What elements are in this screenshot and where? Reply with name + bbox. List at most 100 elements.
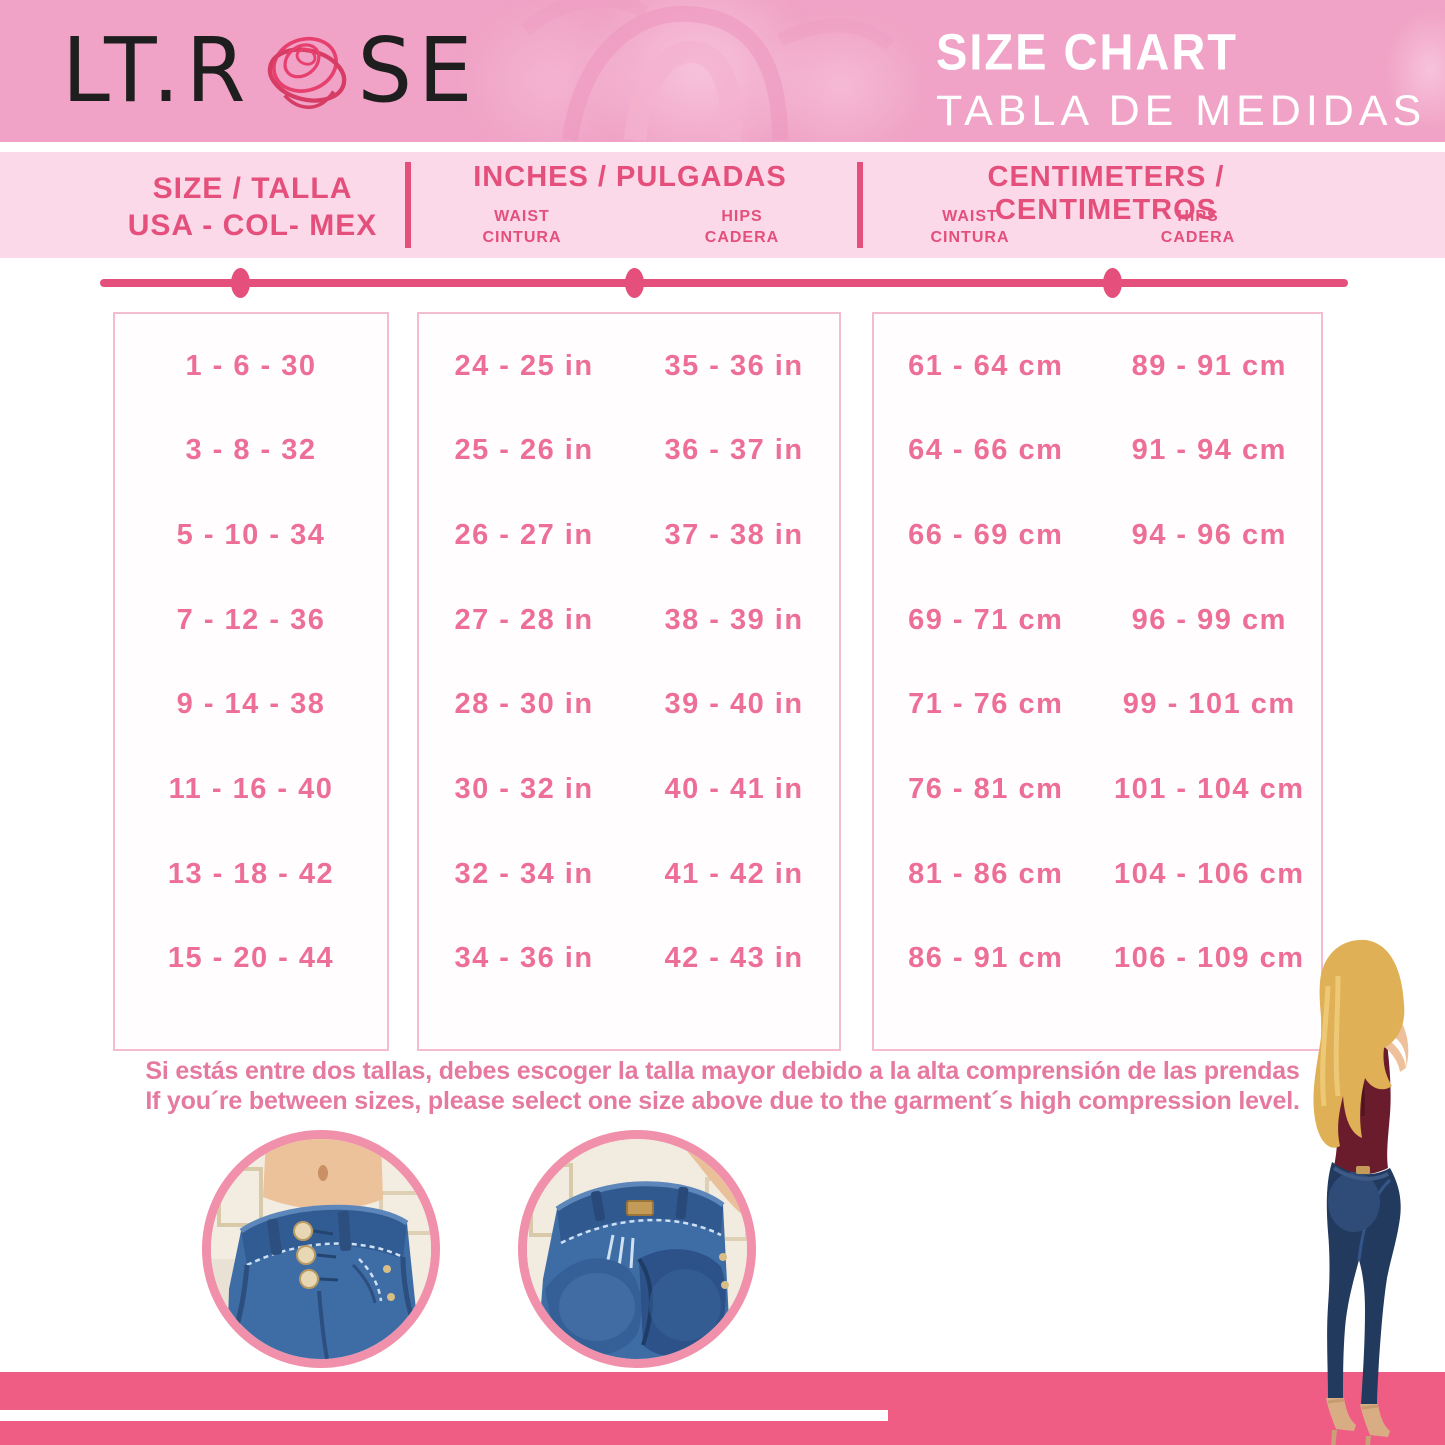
table-row: 69 - 71 cm 96 - 99 cm (874, 578, 1321, 663)
hips-cm-cell: 106 - 109 cm (1113, 942, 1305, 975)
table-row: 76 - 81 cm 101 - 104 cm (874, 747, 1321, 832)
table-row: 25 - 26 in 36 - 37 in (419, 409, 839, 494)
size-table-box-sizes: 1 - 6 - 30 3 - 8 - 32 5 - 10 - 34 7 - 12… (113, 312, 389, 1051)
waist-label-es: CINTURA (482, 229, 562, 246)
size-header-line1: SIZE / TALLA (152, 172, 353, 205)
note-text-en: If you´re between sizes, please select o… (145, 1087, 1300, 1115)
jeans-front-circle-image (202, 1130, 440, 1368)
table-row: 61 - 64 cm 89 - 91 cm (874, 324, 1321, 409)
waist-cm-cell: 76 - 81 cm (908, 772, 1064, 805)
table-row: 7 - 12 - 36 (115, 578, 387, 663)
hips-cm-cell: 99 - 101 cm (1122, 688, 1296, 721)
table-row: 28 - 30 in 39 - 40 in (419, 663, 839, 748)
waist-cm-cell: 69 - 71 cm (908, 603, 1064, 636)
hips-label-en: HIPS (721, 208, 763, 225)
hips-in-cell: 36 - 37 in (664, 434, 804, 467)
hips-subheader-cm: HIPS CADERA (1123, 206, 1273, 248)
rose-icon (267, 36, 346, 109)
table-row: 71 - 76 cm 99 - 101 cm (874, 663, 1321, 748)
waist-in-cell: 34 - 36 in (454, 942, 594, 975)
hips-in-cell: 39 - 40 in (664, 688, 804, 721)
footer-white-stripe (0, 1410, 888, 1421)
column-header-band: SIZE / TALLA USA - COL- MEX INCHES / PUL… (0, 152, 1445, 258)
table-row: 81 - 86 cm 104 - 106 cm (874, 832, 1321, 917)
hips-in-cell: 38 - 39 in (664, 603, 804, 636)
table-row: 30 - 32 in 40 - 41 in (419, 747, 839, 832)
hips-label-es: CADERA (1160, 229, 1236, 246)
tabla-de-medidas-title: TABLA DE MEDIDAS (936, 87, 1427, 135)
top-banner: LT.R SE SIZE CHART TABLA DE MEDIDAS (0, 0, 1445, 142)
jeans-front-illustration (211, 1139, 431, 1359)
table-row: 5 - 10 - 34 (115, 493, 387, 578)
size-table-box-cm: 61 - 64 cm 89 - 91 cm 64 - 66 cm 91 - 94 c… (872, 312, 1323, 1051)
waist-label-en: WAIST (494, 208, 550, 225)
waist-cm-cell: 86 - 91 cm (908, 942, 1064, 975)
waist-label-es: CINTURA (930, 229, 1010, 246)
hips-label-en: HIPS (1177, 208, 1219, 225)
table-row: 11 - 16 - 40 (115, 747, 387, 832)
centimeters-group-header: CENTIMETERS / CENTIMETROS (987, 161, 1225, 226)
banner-titles: SIZE CHART TABLA DE MEDIDAS (936, 22, 1426, 136)
table-row: 26 - 27 in 37 - 38 in (419, 493, 839, 578)
divider-dot (1103, 268, 1122, 298)
standing-model-image (1313, 939, 1409, 1445)
table-row: 24 - 25 in 35 - 36 in (419, 324, 839, 409)
size-cell: 11 - 16 - 40 (168, 772, 334, 805)
jeans-back-illustration (527, 1139, 747, 1359)
banner-model-outline (520, 0, 895, 142)
waist-in-cell: 26 - 27 in (454, 519, 594, 552)
size-cell: 9 - 14 - 38 (176, 688, 326, 721)
footer-bar (0, 1372, 1445, 1445)
hips-in-cell: 37 - 38 in (664, 519, 804, 552)
hips-cm-cell: 96 - 99 cm (1131, 603, 1287, 636)
note-text-es: Si estás entre dos tallas, debes escoger… (145, 1057, 1300, 1085)
brand-logo-text-left: LT.R (62, 19, 252, 123)
table-row: 34 - 36 in 42 - 43 in (419, 916, 839, 1001)
table-row: 27 - 28 in 38 - 39 in (419, 578, 839, 663)
size-table-box-inches: 24 - 25 in 35 - 36 in 25 - 26 in 36 - 37 i… (417, 312, 841, 1051)
size-cell: 5 - 10 - 34 (176, 519, 326, 552)
divider-line (100, 279, 1348, 287)
hips-cm-cell: 89 - 91 cm (1131, 349, 1287, 382)
waist-cm-cell: 61 - 64 cm (908, 349, 1064, 382)
hips-cm-cell: 94 - 96 cm (1131, 519, 1287, 552)
table-row: 32 - 34 in 41 - 42 in (419, 832, 839, 917)
waist-in-cell: 28 - 30 in (454, 688, 594, 721)
hips-subheader-inches: HIPS CADERA (667, 206, 817, 248)
table-row: 64 - 66 cm 91 - 94 cm (874, 409, 1321, 494)
waist-cm-cell: 66 - 69 cm (908, 519, 1064, 552)
size-note: Si estás entre dos tallas, debes escoger… (0, 1056, 1445, 1116)
waist-cm-cell: 64 - 66 cm (908, 434, 1064, 467)
jeans-back-circle-image (518, 1130, 756, 1368)
header-divider (857, 162, 863, 248)
divider-dot (231, 268, 250, 298)
hips-in-cell: 41 - 42 in (664, 857, 804, 890)
size-cell: 1 - 6 - 30 (185, 349, 317, 382)
hips-cm-cell: 91 - 94 cm (1131, 434, 1287, 467)
waist-in-cell: 25 - 26 in (454, 434, 594, 467)
waist-in-cell: 32 - 34 in (454, 857, 594, 890)
size-header-line2: USA - COL- MEX (127, 209, 378, 242)
hips-label-es: CADERA (704, 229, 780, 246)
waist-subheader-inches: WAIST CINTURA (447, 206, 597, 248)
table-row: 3 - 8 - 32 (115, 409, 387, 494)
hips-in-cell: 40 - 41 in (664, 772, 804, 805)
hips-in-cell: 35 - 36 in (664, 349, 804, 382)
size-chart-title: SIZE CHART (936, 23, 1238, 81)
waist-cm-cell: 71 - 76 cm (908, 688, 1064, 721)
size-cell: 7 - 12 - 36 (176, 603, 326, 636)
hips-cm-cell: 104 - 106 cm (1113, 857, 1305, 890)
size-cell: 15 - 20 - 44 (167, 942, 335, 975)
table-row: 15 - 20 - 44 (115, 916, 387, 1001)
table-row: 86 - 91 cm 106 - 109 cm (874, 916, 1321, 1001)
waist-in-cell: 30 - 32 in (454, 772, 594, 805)
banner-model-photo (430, 0, 920, 142)
brand-logo-text-right: SE (357, 19, 479, 123)
size-cell: 13 - 18 - 42 (167, 857, 335, 890)
header-divider (405, 162, 411, 248)
waist-subheader-cm: WAIST CINTURA (895, 206, 1045, 248)
hips-cm-cell: 101 - 104 cm (1113, 772, 1305, 805)
waist-label-en: WAIST (942, 208, 998, 225)
inches-group-header: INCHES / PULGADAS (473, 161, 787, 193)
